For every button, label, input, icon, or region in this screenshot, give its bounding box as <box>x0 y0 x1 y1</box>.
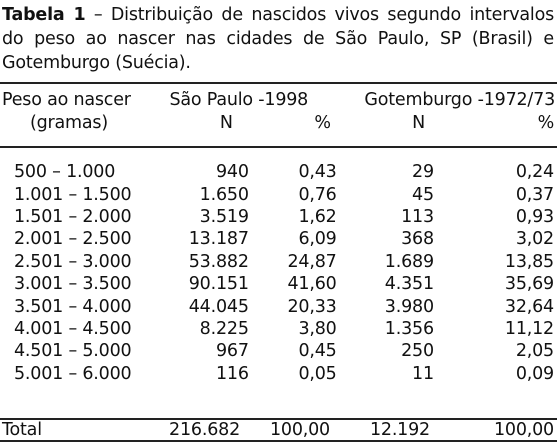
sp-n-cell: 90.151 <box>188 274 249 295</box>
total-sp-n: 216.682 <box>169 420 240 440</box>
total-gt-n: 12.192 <box>369 420 430 440</box>
weight-range-cell: 3.001 – 3.500 <box>14 274 132 295</box>
table-row: 3.501 – 4.000 44.045 20,33 3.980 32,64 <box>0 295 557 317</box>
header-gt-pct: % <box>537 113 555 133</box>
gt-pct-cell: 3,02 <box>515 229 554 250</box>
sp-n-cell: 1.650 <box>199 184 249 205</box>
header-sao-paulo-group: São Paulo -1998 <box>169 90 309 110</box>
sp-n-cell: 13.187 <box>188 229 249 250</box>
table-row: 3.001 – 3.500 90.151 41,60 4.351 35,69 <box>0 273 557 295</box>
header-weight-unit: (gramas) <box>0 112 137 135</box>
total-row: Total 216.682 100,00 12.192 100,00 <box>0 420 557 440</box>
table-body: 500 – 1.000 940 0,43 29 0,24 1.001 – 1.500 1.6… <box>0 161 557 385</box>
gt-pct-cell: 32,64 <box>504 296 554 317</box>
table-row: 1.501 – 2.000 3.519 1,62 113 0,93 <box>0 206 557 228</box>
header-row-2: (gramas) N % N % <box>0 112 557 135</box>
sp-n-cell: 940 <box>215 162 249 183</box>
header-sp-n: N <box>219 113 233 133</box>
header-gt-n: N <box>412 113 426 133</box>
gt-pct-cell: 11,12 <box>504 318 554 339</box>
sp-n-cell: 967 <box>215 341 249 362</box>
weight-range-cell: 1.501 – 2.000 <box>14 206 132 227</box>
gt-pct-cell: 0,09 <box>515 363 554 384</box>
sp-pct-cell: 6,09 <box>298 229 337 250</box>
sp-pct-cell: 24,87 <box>287 251 337 272</box>
weight-range-cell: 2.501 – 3.000 <box>14 251 132 272</box>
weight-range-cell: 5.001 – 6.000 <box>14 363 132 384</box>
sp-n-cell: 8.225 <box>199 318 249 339</box>
weight-range-cell: 500 – 1.000 <box>14 162 116 183</box>
gt-n-cell: 113 <box>401 206 434 227</box>
gt-n-cell: 250 <box>401 341 434 362</box>
table-row: 2.001 – 2.500 13.187 6,09 368 3,02 <box>0 228 557 250</box>
total-gt-pct: 100,00 <box>493 420 554 440</box>
sp-n-cell: 44.045 <box>188 296 249 317</box>
top-rule <box>0 82 557 84</box>
table-number: Tabela 1 <box>2 5 86 25</box>
total-rule <box>0 418 557 420</box>
total-sp-pct: 100,00 <box>269 420 330 440</box>
sp-pct-cell: 1,62 <box>298 206 337 227</box>
table-row: 500 – 1.000 940 0,43 29 0,24 <box>0 161 557 183</box>
header-sp-pct: % <box>314 113 331 133</box>
sp-n-cell: 3.519 <box>199 206 249 227</box>
header-gotemburgo-group: Gotemburgo -1972/73 <box>364 90 555 110</box>
header-weight-label: Peso ao nascer <box>2 90 131 110</box>
gt-pct-cell: 35,69 <box>504 274 554 295</box>
gt-n-cell: 45 <box>412 184 434 205</box>
table-row: 5.001 – 6.000 116 0,05 11 0,09 <box>0 363 557 385</box>
header-weight-unit-text: (gramas) <box>30 113 108 133</box>
gt-pct-cell: 2,05 <box>515 341 554 362</box>
gt-n-cell: 3.980 <box>384 296 434 317</box>
header-rule <box>0 146 557 148</box>
sp-n-cell: 116 <box>215 363 249 384</box>
table-header: Peso ao nascer São Paulo -1998 Gotemburg… <box>0 89 557 135</box>
weight-range-cell: 4.501 – 5.000 <box>14 341 132 362</box>
sp-pct-cell: 0,05 <box>298 363 337 384</box>
caption-text: – Distribuição de nascidos vivos segundo… <box>2 5 554 73</box>
table-row: 4.501 – 5.000 967 0,45 250 2,05 <box>0 340 557 362</box>
bottom-rule <box>0 440 557 442</box>
table-row: 4.001 – 4.500 8.225 3,80 1.356 11,12 <box>0 318 557 340</box>
weight-range-cell: 4.001 – 4.500 <box>14 318 132 339</box>
weight-range-cell: 2.001 – 2.500 <box>14 229 132 250</box>
gt-n-cell: 4.351 <box>384 274 434 295</box>
weight-range-cell: 3.501 – 4.000 <box>14 296 132 317</box>
sp-pct-cell: 0,43 <box>298 162 337 183</box>
gt-pct-cell: 0,24 <box>515 162 554 183</box>
sp-pct-cell: 41,60 <box>287 274 337 295</box>
table-total: Total 216.682 100,00 12.192 100,00 <box>0 420 557 440</box>
gt-pct-cell: 0,37 <box>515 184 554 205</box>
gt-n-cell: 368 <box>401 229 434 250</box>
gt-n-cell: 1.689 <box>384 251 434 272</box>
gt-pct-cell: 0,93 <box>515 206 554 227</box>
total-label: Total <box>2 420 42 440</box>
weight-range-cell: 1.001 – 1.500 <box>14 184 132 205</box>
table-row: 2.501 – 3.000 53.882 24,87 1.689 13,85 <box>0 251 557 273</box>
sp-n-cell: 53.882 <box>188 251 249 272</box>
sp-pct-cell: 0,76 <box>298 184 337 205</box>
table-rows: 500 – 1.000 940 0,43 29 0,24 1.001 – 1.500 1.6… <box>0 161 557 385</box>
gt-n-cell: 11 <box>412 363 434 384</box>
table-row: 1.001 – 1.500 1.650 0,76 45 0,37 <box>0 183 557 205</box>
gt-n-cell: 1.356 <box>384 318 434 339</box>
header-row-1: Peso ao nascer São Paulo -1998 Gotemburg… <box>0 89 557 112</box>
sp-pct-cell: 3,80 <box>298 318 337 339</box>
sp-pct-cell: 0,45 <box>298 341 337 362</box>
gt-pct-cell: 13,85 <box>504 251 554 272</box>
gt-n-cell: 29 <box>412 162 434 183</box>
sp-pct-cell: 20,33 <box>287 296 337 317</box>
table-caption: Tabela 1 – Distribuição de nascidos vivo… <box>2 3 554 75</box>
